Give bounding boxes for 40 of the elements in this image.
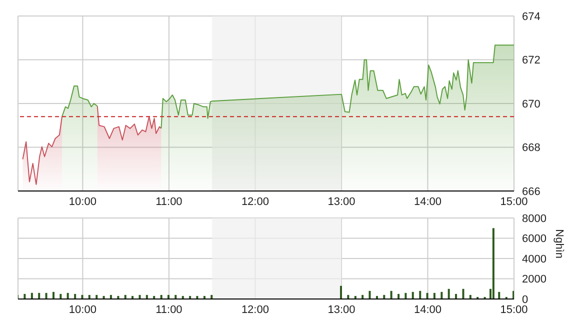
x-tick-label: 15:00: [500, 196, 528, 208]
x-tick-label: 15:00: [500, 304, 528, 316]
y-tick-label: 2000: [522, 274, 546, 286]
bar: [433, 292, 436, 299]
y-tick-label: 674: [522, 10, 540, 23]
bar: [390, 290, 392, 299]
x-tick-label: 10:00: [68, 304, 96, 316]
bar: [38, 292, 40, 299]
x-tick-label: 14:00: [414, 304, 442, 316]
bar: [440, 292, 443, 299]
y-tick-label: 670: [522, 98, 540, 110]
bar: [448, 288, 450, 299]
bar: [368, 290, 371, 299]
bar: [492, 228, 494, 299]
bar: [419, 290, 422, 299]
bar: [66, 292, 69, 299]
bar: [52, 292, 55, 299]
bar: [340, 286, 342, 299]
y-tick-label: 6000: [522, 233, 546, 246]
y-tick-label: 666: [522, 186, 540, 198]
bar: [45, 292, 48, 299]
x-tick-label: 14:00: [414, 196, 442, 208]
y-tick-label: 4000: [522, 253, 546, 266]
bar: [498, 292, 500, 299]
x-tick-label: 11:00: [156, 304, 182, 316]
bar: [462, 288, 464, 299]
bar: [404, 292, 407, 299]
y-tick-label: 8000: [522, 212, 546, 225]
y-tick-label: 0: [522, 294, 528, 306]
x-tick-label: 12:00: [241, 196, 269, 208]
bar: [412, 292, 414, 299]
y-axis-title: Nghìn: [553, 229, 566, 258]
bar: [426, 292, 428, 299]
x-tick-label: 13:00: [328, 304, 356, 316]
y-tick-label: 672: [522, 54, 540, 67]
x-tick-label: 12:00: [241, 304, 269, 316]
x-tick-label: 10:00: [68, 196, 96, 208]
x-tick-label: 11:00: [156, 196, 182, 208]
y-tick-label: 668: [522, 142, 540, 154]
x-tick-label: 13:00: [328, 196, 356, 208]
